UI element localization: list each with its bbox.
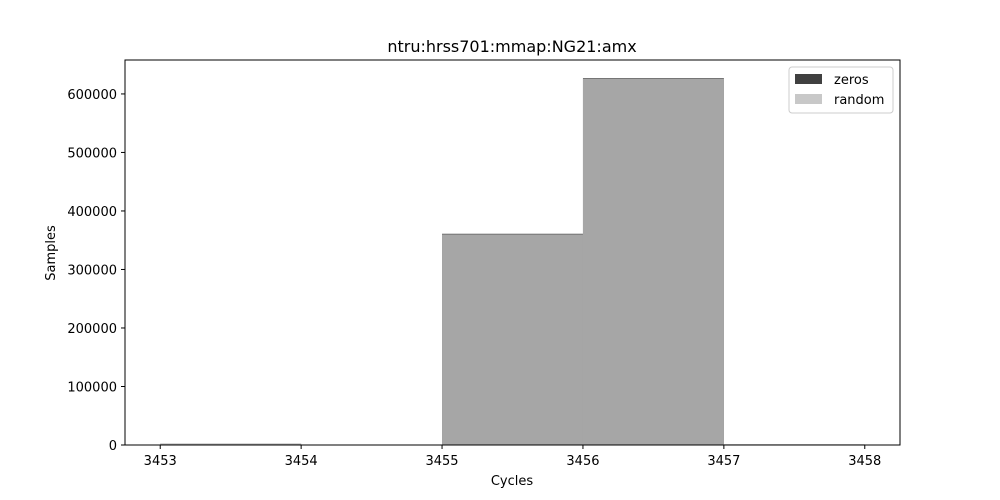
y-tick-label: 200000 [67,322,117,337]
y-axis-label: Samples [44,225,59,281]
x-axis-label: Cycles [491,474,534,489]
x-tick-label: 3457 [707,454,740,469]
bar-random-0 [160,443,302,445]
x-tick-label: 3454 [285,454,318,469]
legend-label-random: random [834,93,884,108]
y-tick-label: 0 [109,439,117,454]
x-tick-label: 3455 [425,454,458,469]
chart-title: ntru:hrss701:mmap:NG21:amx [387,37,636,56]
y-tick-label: 100000 [67,380,117,395]
x-axis-ticks: 3453 3454 3455 3456 3457 3458 [144,445,881,469]
legend: zeros random [788,66,894,114]
legend-swatch-zeros [795,74,822,84]
x-tick-label: 3453 [144,454,177,469]
legend-swatch-random [795,94,822,104]
x-tick-label: 3456 [566,454,599,469]
bar-random-2 [442,234,583,445]
bar-random-3 [582,78,724,446]
y-tick-label: 600000 [67,88,117,103]
y-tick-label: 500000 [67,146,117,161]
plot-frame [124,59,901,446]
legend-label-zeros: zeros [834,73,869,88]
y-axis-ticks: 0 100000 200000 300000 400000 500000 600000 [67,88,125,454]
y-tick-label: 300000 [67,263,117,278]
bars-layer [160,78,865,446]
x-tick-label: 3458 [848,454,881,469]
y-tick-label: 400000 [67,205,117,220]
